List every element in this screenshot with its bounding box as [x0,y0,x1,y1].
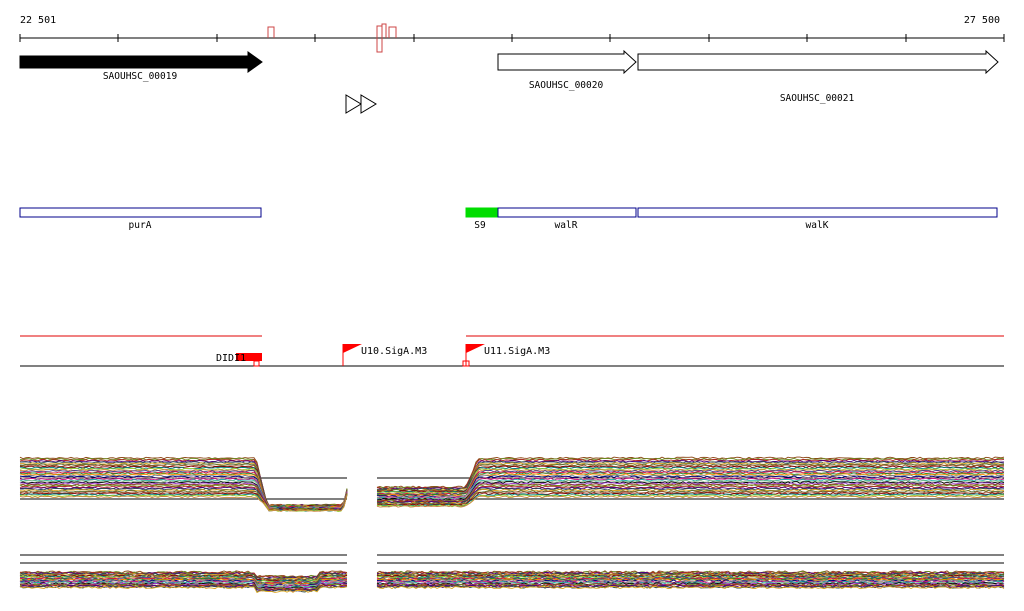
annotation-box-s9[interactable] [465,207,498,218]
feature-label: U10.SigA.M3 [361,346,427,357]
annotation-box-walr[interactable] [497,207,637,218]
gene-label: SAOUHSC_00019 [103,71,178,82]
feature-marker [253,360,260,367]
coordinate-ruler: 22 501 27 500 [19,15,1005,53]
expression-trace [376,487,1005,504]
expression-trace [376,477,1005,499]
expression-trace [376,458,1005,490]
expression-trace [19,475,348,510]
annotation-box-walk[interactable] [637,207,998,218]
ruler-marker [381,23,397,38]
expression-trace [377,488,1005,505]
expression-track-lower [19,554,1005,594]
ruler-ticks [19,34,1005,42]
expression-trace [376,468,1005,495]
expression-trace [376,475,1005,498]
expression-trace [376,580,1005,585]
ruler-end-label: 27 500 [964,15,1000,26]
expression-trace [376,495,1005,508]
expression-trace [376,489,1005,505]
expression-trace [19,585,348,594]
expression-trace [376,486,1005,504]
expression-trace [376,463,1005,492]
feature-track: DIDI1 U10.SigA.M3 U11.SigA.M3 [20,335,1004,367]
gene-arrow-saouhsc-00020[interactable] [497,49,637,75]
annotation-label: walR [555,220,578,231]
expression-trace [19,582,348,590]
expression-trace [19,584,348,592]
expression-trace [376,484,1005,503]
expression-trace [376,467,1005,494]
feature-label: U11.SigA.M3 [484,346,550,357]
gene-arrow-saouhsc-00021[interactable] [637,49,999,75]
expression-trace [376,479,1005,501]
expression-trace [376,459,1005,490]
expression-trace [376,494,1004,508]
expression-trace [19,494,348,512]
expression-trace [19,463,348,508]
ruler-start-label: 22 501 [20,15,56,26]
expression-trace [376,476,1005,499]
flag-icon[interactable] [342,344,362,366]
feature-block-didi1[interactable] [236,353,262,361]
ruler-marker [376,25,383,53]
expression-trace [376,478,1005,500]
annotation-box-pura[interactable] [19,207,262,218]
expression-trace [19,572,348,580]
expression-trace [19,456,348,507]
expression-trace [19,481,348,510]
expression-track-upper [19,456,1005,512]
expression-trace [376,585,1005,590]
expression-trace [376,461,1005,491]
expression-trace [19,493,348,512]
expression-trace [376,472,1005,497]
annotation-label: walK [806,220,829,231]
gene-track: SAOUHSC_00019 SAOUHSC_00020 SAOUHSC_0002… [19,49,999,114]
expression-trace [376,577,1005,582]
annotation-label: purA [129,220,152,231]
expression-trace [376,485,1005,503]
expression-trace [376,482,1005,502]
annotation-track: purA S9 walR walK [19,207,998,231]
flag-icon[interactable] [462,344,485,367]
gene-label: SAOUHSC_00021 [780,93,855,104]
annotation-label: S9 [474,220,486,231]
ruler-marker [267,26,275,38]
double-triangle-icon [345,94,377,114]
gene-label: SAOUHSC_00020 [529,80,604,91]
feature-label: DIDI1 [216,353,246,364]
gene-arrow-saouhsc-00019[interactable] [19,51,263,73]
